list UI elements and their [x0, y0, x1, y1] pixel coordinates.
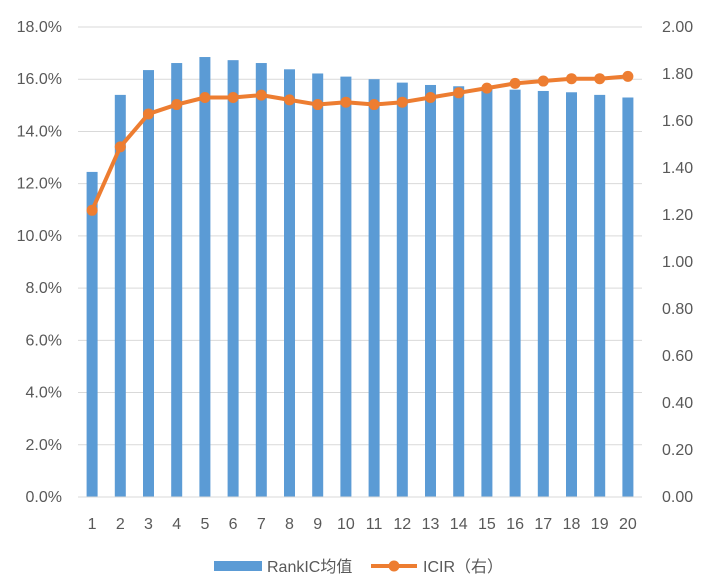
bar-rankic	[594, 94, 606, 497]
point-icir	[396, 96, 408, 108]
y-left-tick-label: 0.0%	[26, 489, 62, 506]
bar-rankic	[481, 88, 493, 497]
point-icir	[255, 89, 267, 101]
bar-rankic	[86, 171, 98, 497]
bar-series-rankic	[86, 57, 634, 498]
y-left-tick-label: 8.0%	[26, 280, 62, 297]
point-icir	[566, 73, 577, 85]
x-tick-label: 18	[563, 516, 581, 533]
axes: 0.0% 2.0% 4.0% 6.0% 8.0% 10.0% 12.0% 14.0% 16.0%…	[17, 19, 694, 533]
point-icir	[594, 73, 606, 85]
legend-swatch-icir-marker	[388, 560, 400, 572]
y-left-tick-label: 2.0%	[26, 437, 62, 454]
bar-rankic	[622, 97, 634, 497]
x-tick-label: 5	[200, 516, 209, 533]
y-right-tick-label: 0.80	[662, 301, 693, 318]
y-left-tick-label: 10.0%	[17, 228, 62, 245]
x-tick-label: 20	[619, 516, 637, 533]
bar-rankic	[171, 63, 183, 498]
y-right-tick-label: 0.40	[662, 395, 693, 412]
bar-rankic	[255, 63, 267, 498]
x-tick-label: 3	[144, 516, 153, 533]
bar-rankic	[509, 89, 521, 498]
y-left-tick-label: 4.0%	[26, 385, 62, 402]
y-left-tick-label: 16.0%	[17, 71, 62, 88]
point-icir	[312, 99, 324, 111]
bar-rankic	[396, 82, 408, 497]
x-tick-label: 15	[478, 516, 496, 533]
point-icir	[453, 87, 465, 99]
x-tick-label: 6	[229, 516, 238, 533]
x-tick-label: 8	[285, 516, 294, 533]
y-left-tick-label: 6.0%	[26, 332, 62, 349]
point-icir	[368, 99, 380, 111]
bar-rankic	[537, 90, 549, 497]
x-tick-label: 13	[422, 516, 440, 533]
y-left-tick-label: 12.0%	[17, 176, 62, 193]
bar-rankic	[425, 84, 436, 497]
legend: RankIC均值 ICIR（右）	[214, 558, 503, 576]
y-right-tick-label: 2.00	[662, 19, 693, 36]
x-tick-label: 1	[88, 516, 97, 533]
x-tick-label: 4	[172, 516, 181, 533]
y-right-tick-label: 0.20	[662, 442, 693, 459]
point-icir	[481, 82, 493, 94]
bar-rankic	[340, 76, 352, 497]
y-right-tick-label: 1.00	[662, 254, 693, 271]
point-icir	[537, 75, 549, 87]
x-tick-label: 9	[313, 516, 322, 533]
point-icir	[114, 141, 126, 153]
y-left-tick-label: 18.0%	[17, 19, 62, 36]
point-icir	[340, 96, 352, 108]
legend-label-icir: ICIR（右）	[423, 558, 503, 576]
bar-rankic	[312, 73, 324, 497]
legend-swatch-rankic	[214, 561, 262, 571]
x-tick-label: 19	[591, 516, 609, 533]
bar-rankic	[114, 94, 126, 497]
line-series-icir	[86, 70, 634, 216]
point-icir	[227, 92, 239, 103]
x-tick-label: 10	[337, 516, 355, 533]
bar-rankic	[227, 60, 239, 498]
x-tick-label: 17	[534, 516, 552, 533]
point-icir	[86, 204, 98, 216]
x-tick-label: 11	[366, 516, 383, 533]
y-right-tick-label: 1.80	[662, 66, 693, 83]
x-tick-label: 12	[393, 516, 411, 533]
y-right-tick-label: 1.20	[662, 207, 693, 224]
bar-rankic	[199, 57, 211, 498]
x-tick-label: 2	[116, 516, 125, 533]
x-tick-label: 7	[257, 516, 266, 533]
point-icir	[425, 92, 436, 103]
point-icir	[171, 99, 183, 111]
y-right-tick-label: 0.00	[662, 489, 693, 506]
point-icir	[199, 92, 211, 103]
point-icir	[509, 77, 521, 89]
x-tick-label: 16	[506, 516, 524, 533]
y-right-tick-label: 1.60	[662, 113, 693, 130]
bar-rankic	[453, 86, 465, 498]
y-right-tick-label: 1.40	[662, 160, 693, 177]
bar-rankic	[284, 69, 295, 498]
legend-label-rankic: RankIC均值	[267, 558, 352, 576]
point-icir	[284, 94, 295, 106]
bar-rankic	[566, 92, 577, 498]
y-right-tick-label: 0.60	[662, 348, 693, 365]
point-icir	[143, 108, 154, 120]
x-tick-label: 14	[450, 516, 468, 533]
point-icir	[622, 70, 634, 82]
bar-rankic	[143, 70, 154, 497]
gridlines	[78, 26, 642, 498]
bar-rankic	[368, 79, 380, 497]
y-left-tick-label: 14.0%	[17, 123, 62, 140]
